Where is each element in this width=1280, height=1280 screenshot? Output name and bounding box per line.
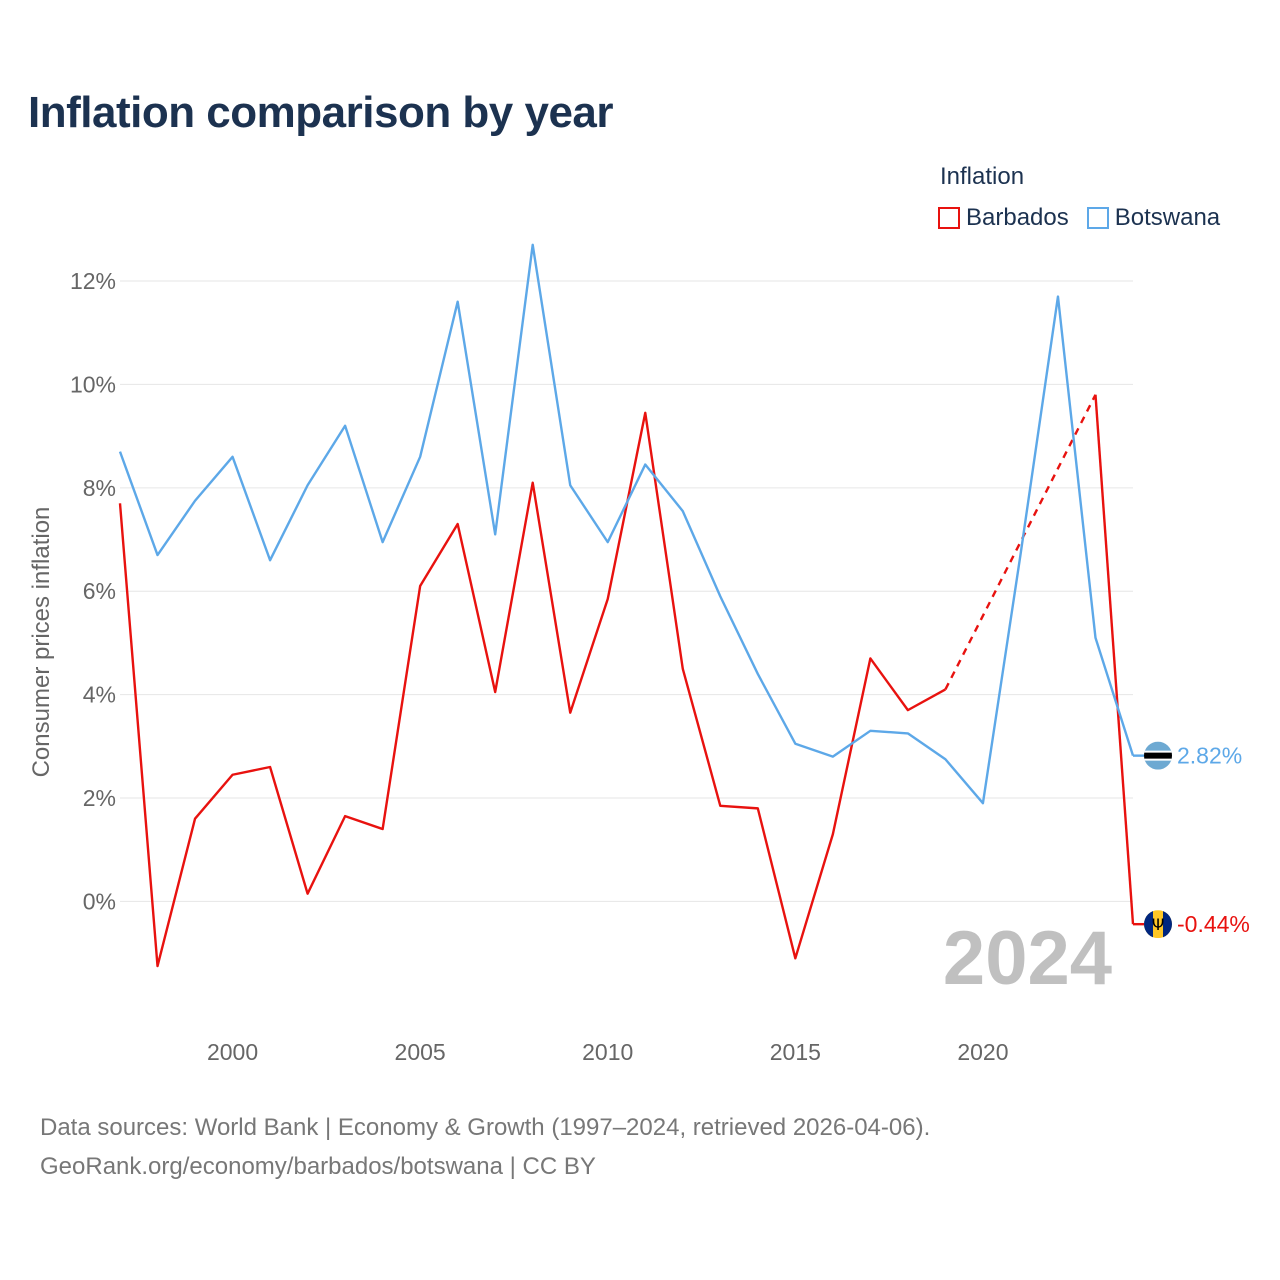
footer: Data sources: World Bank | Economy & Gro… — [40, 1108, 930, 1186]
flag-band-left — [1144, 910, 1153, 939]
legend-swatch-barbados — [938, 207, 960, 229]
legend-label-botswana: Botswana — [1114, 204, 1221, 231]
y-tick-label: 4% — [83, 682, 116, 708]
series-gap-dashed-barbados — [944, 394, 1097, 691]
y-tick-label: 0% — [83, 888, 116, 914]
footer-link[interactable]: GeoRank.org/economy/barbados/botswana | … — [40, 1153, 596, 1180]
series-line-barbados — [118, 411, 946, 968]
x-tick-label: 2015 — [770, 1039, 821, 1065]
flag-body: Ψ — [1144, 910, 1172, 939]
legend-item-botswana[interactable]: Botswana — [1086, 204, 1221, 232]
x-tick-label: 2005 — [395, 1039, 446, 1065]
end-label-barbados: -0.44% — [1177, 911, 1250, 937]
y-tick-label: 6% — [83, 578, 116, 604]
flag-band-right — [1163, 910, 1172, 939]
y-tick-label: 8% — [83, 475, 116, 501]
legend-item-barbados[interactable]: Barbados — [938, 204, 1069, 232]
series-line-botswana — [118, 243, 1135, 805]
flag-band-black — [1144, 752, 1172, 759]
footer-sources: Data sources: World Bank | Economy & Gro… — [40, 1114, 931, 1141]
legend-title: Inflation — [940, 163, 1025, 190]
end-label-botswana: 2.82% — [1177, 743, 1242, 769]
x-tick-label: 2010 — [582, 1039, 633, 1065]
y-tick-label: 2% — [83, 785, 116, 811]
chart-title: Inflation comparison by year — [28, 88, 614, 137]
trident-glyph: Ψ — [1152, 915, 1165, 934]
x-tick-label: 2020 — [957, 1039, 1008, 1065]
flag-body — [1144, 741, 1172, 770]
legend: Barbados Botswana — [938, 204, 1220, 232]
x-tick-label: 2000 — [207, 1039, 258, 1065]
flag-barbados-icon: Ψ — [1144, 910, 1172, 939]
flag-botswana-icon — [1144, 741, 1172, 770]
y-tick-label: 12% — [70, 268, 116, 294]
series-line-barbados — [1094, 394, 1135, 925]
y-tick-label: 10% — [70, 371, 116, 397]
legend-label-barbados: Barbados — [966, 204, 1069, 231]
year-watermark: 2024 — [943, 916, 1112, 1001]
legend-swatch-botswana — [1086, 207, 1109, 229]
